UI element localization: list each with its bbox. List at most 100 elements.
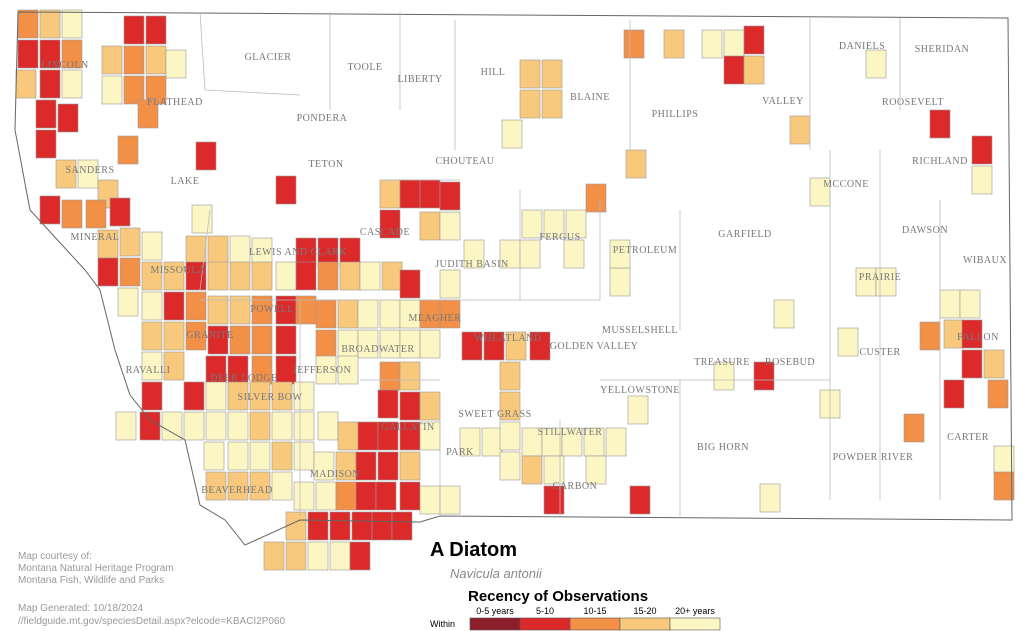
legend-swatch — [569, 617, 621, 631]
county-label: WHEATLAND — [474, 333, 541, 344]
county-label: PHILLIPS — [652, 109, 699, 120]
county-label: LEWIS AND CLARK — [249, 247, 347, 258]
observation-cell — [123, 45, 145, 75]
observation-cell — [141, 231, 163, 261]
observation-cell — [623, 29, 645, 59]
observation-cell — [419, 485, 441, 515]
observation-cell — [315, 355, 337, 385]
county-label: LIBERTY — [397, 74, 442, 85]
observation-cell — [339, 261, 361, 291]
observation-cell — [357, 299, 379, 329]
observation-cell — [141, 291, 163, 321]
observation-cell — [207, 295, 229, 325]
legend-swatch — [619, 617, 671, 631]
observation-cell — [609, 239, 631, 269]
legend-title: Recency of Observations — [468, 588, 648, 605]
observation-cell — [123, 75, 145, 105]
observation-cell — [275, 261, 297, 291]
observation-cell — [459, 427, 481, 457]
observation-cell — [541, 59, 563, 89]
county-label: TREASURE — [694, 357, 750, 368]
observation-cell — [543, 209, 565, 239]
observation-cell — [183, 411, 205, 441]
observation-cell — [263, 541, 285, 571]
county-label: POWELL — [250, 304, 294, 315]
county-label: CARBON — [553, 481, 598, 492]
observation-cell — [97, 257, 119, 287]
legend-label: 0-5 years — [476, 606, 514, 616]
observation-cell — [205, 471, 227, 501]
observation-cell — [993, 471, 1015, 501]
observation-cell — [483, 331, 505, 361]
legend-label: 15-20 — [633, 606, 656, 616]
observation-cell — [375, 481, 397, 511]
generated-url: //fieldguide.mt.gov/speciesDetail.aspx?e… — [18, 616, 286, 627]
county-label: MEAGHER — [409, 313, 462, 324]
county-label: CARTER — [947, 432, 989, 443]
observation-cell — [101, 45, 123, 75]
county-label: FERGUS — [539, 232, 580, 243]
observation-cell — [119, 257, 141, 287]
observation-cell — [251, 295, 273, 325]
observation-cell — [521, 209, 543, 239]
observation-cell — [419, 329, 441, 359]
observation-cell — [919, 321, 941, 351]
observation-cell — [293, 441, 315, 471]
county-label: MADISON — [310, 469, 360, 480]
observation-cell — [461, 331, 483, 361]
observation-cell — [713, 361, 735, 391]
observation-cell — [203, 441, 225, 471]
observation-cell — [117, 287, 139, 317]
county-label: HILL — [481, 67, 506, 78]
observation-cell — [145, 45, 167, 75]
observation-cell — [563, 239, 585, 269]
observation-cell — [519, 239, 541, 269]
observation-cell — [227, 441, 249, 471]
observation-cell — [115, 411, 137, 441]
observation-cell — [293, 411, 315, 441]
observation-cell — [381, 261, 403, 291]
observation-cell — [293, 481, 315, 511]
observation-cell — [379, 179, 401, 209]
observation-cell — [961, 349, 983, 379]
observation-cell — [371, 511, 393, 541]
observation-cell — [439, 269, 461, 299]
observation-cell — [439, 181, 461, 211]
county-label: SILVER BOW — [238, 392, 303, 403]
observation-cell — [227, 381, 249, 411]
observation-cell — [379, 209, 401, 239]
observation-cell — [35, 129, 57, 159]
observation-cell — [293, 381, 315, 411]
county-label: GLACIER — [245, 52, 292, 63]
observation-cell — [317, 261, 339, 291]
observation-cell — [249, 471, 271, 501]
observation-cell — [271, 381, 293, 411]
credit: Montana Natural Heritage Program — [18, 563, 174, 574]
observation-cell — [123, 15, 145, 45]
observation-cell — [753, 361, 775, 391]
observation-cell — [271, 411, 293, 441]
observation-cell — [227, 471, 249, 501]
observation-cell — [307, 541, 329, 571]
legend-swatch — [469, 617, 521, 631]
observation-cell — [85, 199, 107, 229]
observation-cell — [351, 511, 373, 541]
observation-cell — [39, 9, 61, 39]
observation-cell — [317, 411, 339, 441]
observation-cell — [185, 321, 207, 351]
county-label: MISSOULA — [150, 265, 205, 276]
county-label: RICHLAND — [912, 156, 968, 167]
observation-cell — [313, 451, 335, 481]
observation-cell — [399, 391, 421, 421]
observation-cell — [275, 325, 297, 355]
county-label: MCCONE — [823, 179, 869, 190]
county-label: GOLDEN VALLEY — [550, 341, 639, 352]
observation-cell — [337, 299, 359, 329]
observation-cell — [943, 379, 965, 409]
observation-cell — [929, 109, 951, 139]
county-label: LINCOLN — [41, 60, 88, 71]
observation-cell — [329, 541, 351, 571]
observation-cell — [229, 261, 251, 291]
observation-cell — [35, 99, 57, 129]
